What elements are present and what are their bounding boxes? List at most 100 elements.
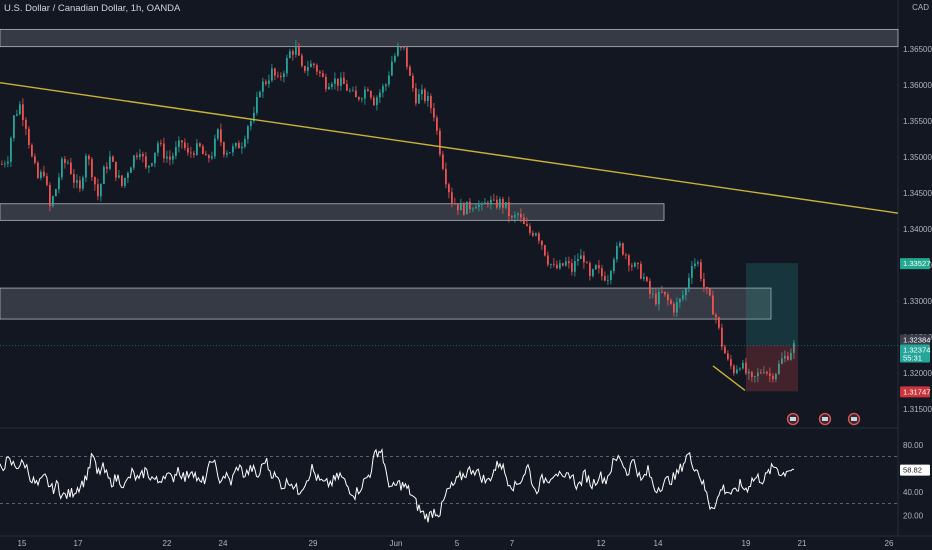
candle-body xyxy=(550,264,552,265)
candle-body xyxy=(295,45,297,55)
rsi-line xyxy=(0,448,795,523)
zone-3 xyxy=(0,287,772,320)
price-candles xyxy=(1,39,795,383)
candle-body xyxy=(205,154,207,156)
candle-body xyxy=(367,89,369,92)
symbol-header[interactable]: U.S. Dollar / Canadian Dollar, 1h, OANDA xyxy=(4,3,181,14)
current-price-label: 1.32384 xyxy=(900,334,930,345)
price-tick-label: 1.36500 xyxy=(903,45,932,54)
candle-body xyxy=(757,372,759,377)
candle-body xyxy=(571,263,573,272)
candle-body xyxy=(430,96,432,109)
candle-body xyxy=(379,92,381,98)
candle-body xyxy=(751,371,753,377)
candle-body xyxy=(151,163,153,166)
candle-body xyxy=(643,277,645,279)
candle-body xyxy=(772,375,774,380)
candle-body xyxy=(481,203,483,205)
price-tick-label: 1.34500 xyxy=(903,189,932,198)
date-tick-label: 14 xyxy=(654,539,663,548)
candle-body xyxy=(37,162,39,178)
candle-body xyxy=(478,204,480,208)
date-tick-label: 22 xyxy=(163,539,172,548)
trendlines[interactable] xyxy=(0,82,899,391)
candle-body xyxy=(595,265,597,270)
stop-price-label-bg xyxy=(900,386,930,398)
zone-2 xyxy=(0,203,665,221)
candle-body xyxy=(7,161,9,164)
candle-body xyxy=(661,291,663,293)
candle-body xyxy=(376,97,378,106)
candle-body xyxy=(646,277,648,282)
candle-body xyxy=(793,343,795,353)
candle-body xyxy=(85,155,87,178)
stop-price-label: 1.31747 xyxy=(900,386,930,398)
candle-body xyxy=(640,263,642,279)
candle-body xyxy=(700,262,702,279)
candle-body xyxy=(415,88,417,104)
candle-body xyxy=(370,91,372,98)
candle-body xyxy=(235,142,237,147)
price-tick-label: 1.33000 xyxy=(903,297,932,306)
candle-body xyxy=(136,155,138,158)
candle-body xyxy=(256,97,258,113)
candle-body xyxy=(724,346,726,354)
candle-body xyxy=(409,66,411,76)
candle-body xyxy=(202,146,204,155)
candle-body xyxy=(559,263,561,269)
candle-body xyxy=(316,65,318,72)
date-tick-label: 15 xyxy=(18,539,27,548)
candle-body xyxy=(274,68,276,76)
candle-body xyxy=(52,196,54,207)
broker-label: OANDA xyxy=(146,3,181,14)
candle-body xyxy=(82,177,84,189)
long-position-tool[interactable] xyxy=(0,263,898,392)
candle-body xyxy=(562,263,564,266)
candle-body xyxy=(1,164,3,165)
candle-body xyxy=(262,81,264,92)
candle-body xyxy=(586,262,588,264)
candle-body xyxy=(670,300,672,304)
candle-body xyxy=(688,277,690,289)
candle-body xyxy=(712,295,714,315)
candle-body xyxy=(706,286,708,289)
candle-body xyxy=(463,203,465,215)
candle-body xyxy=(31,145,33,157)
support-resistance-zones[interactable] xyxy=(0,28,899,320)
candle-body xyxy=(382,86,384,93)
candle-body xyxy=(484,202,486,204)
candle-body xyxy=(733,365,735,374)
candle-body xyxy=(259,91,261,98)
date-tick-label: 17 xyxy=(74,539,83,548)
candle-body xyxy=(787,355,789,360)
candle-body xyxy=(448,184,450,193)
candle-body xyxy=(283,73,285,78)
candle-body xyxy=(454,203,456,205)
candle-body xyxy=(193,153,195,155)
candle-body xyxy=(703,278,705,287)
target-price-label-text: 1.33527 xyxy=(903,259,930,268)
candle-body xyxy=(577,259,579,262)
candle-body xyxy=(175,147,177,156)
candle-body xyxy=(541,240,543,246)
candle-body xyxy=(55,189,57,197)
last-price-label-text: 55:31 xyxy=(903,353,922,362)
candle-body xyxy=(49,184,51,207)
candle-body xyxy=(94,177,96,185)
price-tick-label: 1.32000 xyxy=(903,369,932,378)
candle-body xyxy=(655,293,657,305)
candle-body xyxy=(211,156,213,159)
candle-body xyxy=(778,363,780,374)
candle-body xyxy=(529,226,531,233)
rsi-pane[interactable] xyxy=(0,448,898,523)
candle-body xyxy=(709,288,711,296)
candle-body xyxy=(265,81,267,84)
candle-body xyxy=(289,51,291,58)
candle-body xyxy=(292,51,294,55)
date-tick-label: 12 xyxy=(597,539,606,548)
candle-body xyxy=(241,146,243,149)
candle-body xyxy=(64,158,66,164)
event-markers[interactable] xyxy=(786,412,861,426)
candle-body xyxy=(355,90,357,98)
